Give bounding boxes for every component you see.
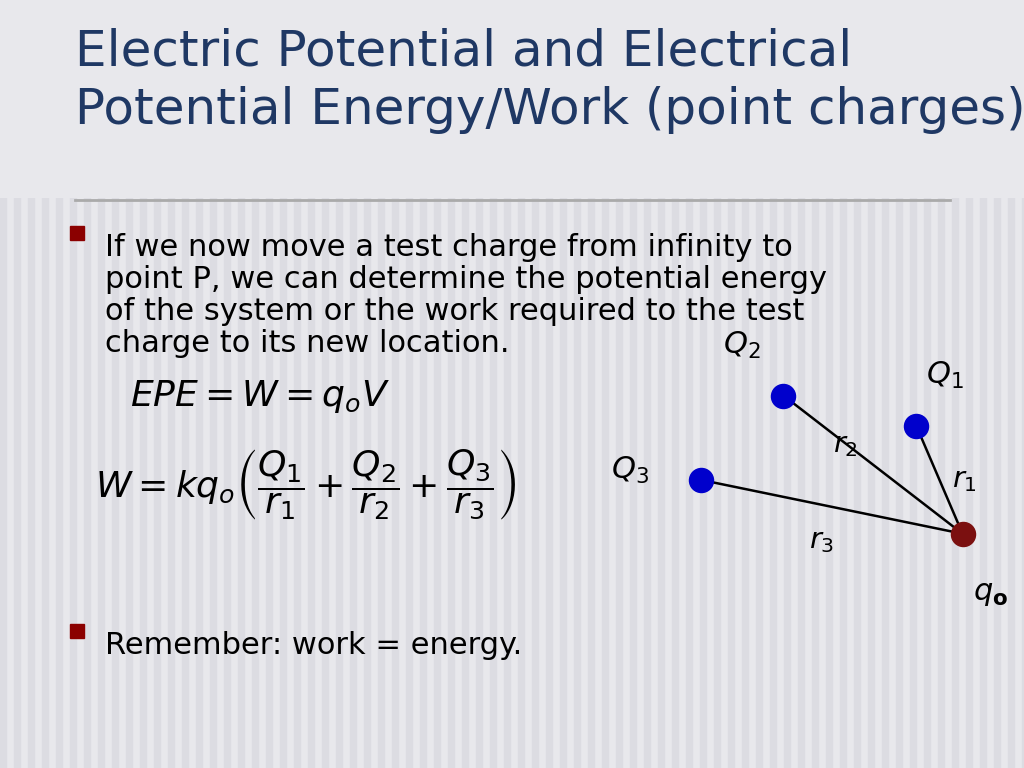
- Bar: [210, 0, 216, 768]
- Bar: [420, 0, 426, 768]
- Bar: [728, 0, 734, 768]
- Bar: [112, 0, 118, 768]
- Bar: [756, 0, 762, 768]
- Text: $r_3$: $r_3$: [809, 527, 835, 554]
- Bar: [434, 0, 440, 768]
- Bar: [196, 0, 202, 768]
- Bar: [812, 0, 818, 768]
- Point: [775, 389, 792, 402]
- Text: Electric Potential and Electrical
Potential Energy/Work (point charges): Electric Potential and Electrical Potent…: [75, 28, 1024, 134]
- Bar: [42, 0, 48, 768]
- Bar: [742, 0, 748, 768]
- Text: $r_1$: $r_1$: [951, 466, 977, 494]
- Bar: [476, 0, 482, 768]
- Bar: [168, 0, 174, 768]
- Bar: [616, 0, 622, 768]
- Bar: [449, 0, 454, 768]
- Text: of the system or the work required to the test: of the system or the work required to th…: [105, 297, 805, 326]
- Bar: [224, 0, 230, 768]
- Text: point P, we can determine the potential energy: point P, we can determine the potential …: [105, 265, 827, 294]
- Bar: [588, 0, 594, 768]
- Bar: [322, 0, 328, 768]
- Bar: [966, 0, 972, 768]
- Bar: [462, 0, 468, 768]
- Bar: [490, 0, 496, 768]
- Bar: [392, 0, 398, 768]
- Bar: [826, 0, 831, 768]
- Bar: [126, 0, 132, 768]
- Bar: [98, 0, 104, 768]
- Bar: [56, 0, 62, 768]
- Bar: [798, 0, 804, 768]
- Bar: [1022, 0, 1024, 768]
- Bar: [504, 0, 510, 768]
- Bar: [70, 0, 76, 768]
- Bar: [896, 0, 902, 768]
- Bar: [784, 0, 790, 768]
- Bar: [770, 0, 776, 768]
- Bar: [532, 0, 538, 768]
- Bar: [28, 0, 34, 768]
- Text: $q_\mathbf{o}$: $q_\mathbf{o}$: [973, 579, 1008, 607]
- Text: $Q_1$: $Q_1$: [927, 360, 965, 391]
- Point: [908, 420, 925, 432]
- Bar: [882, 0, 888, 768]
- Bar: [364, 0, 370, 768]
- Bar: [140, 0, 146, 768]
- Bar: [574, 0, 580, 768]
- Bar: [518, 0, 524, 768]
- Bar: [14, 0, 20, 768]
- Bar: [0, 0, 6, 768]
- Bar: [70, 624, 84, 638]
- Bar: [294, 0, 300, 768]
- Bar: [924, 0, 930, 768]
- Text: charge to its new location.: charge to its new location.: [105, 329, 510, 358]
- Bar: [980, 0, 986, 768]
- Text: $Q_3$: $Q_3$: [611, 455, 649, 485]
- Bar: [1008, 0, 1014, 768]
- Text: $\mathit{W} = kq_o\left(\dfrac{Q_1}{r_1} + \dfrac{Q_2}{r_2} + \dfrac{Q_3}{r_3}\r: $\mathit{W} = kq_o\left(\dfrac{Q_1}{r_1}…: [95, 448, 516, 522]
- Bar: [686, 0, 692, 768]
- Bar: [70, 226, 84, 240]
- FancyBboxPatch shape: [0, 0, 1024, 198]
- Bar: [854, 0, 860, 768]
- Bar: [910, 0, 916, 768]
- Bar: [182, 0, 188, 768]
- Bar: [840, 0, 846, 768]
- Bar: [350, 0, 356, 768]
- Bar: [868, 0, 874, 768]
- Bar: [560, 0, 566, 768]
- Bar: [714, 0, 720, 768]
- Bar: [308, 0, 314, 768]
- Bar: [154, 0, 160, 768]
- Point: [954, 528, 971, 540]
- Text: $\mathit{EPE} = \mathit{W} = q_o\mathit{V}$: $\mathit{EPE} = \mathit{W} = q_o\mathit{…: [130, 378, 390, 415]
- Bar: [336, 0, 342, 768]
- Bar: [280, 0, 286, 768]
- Bar: [994, 0, 1000, 768]
- Bar: [546, 0, 552, 768]
- Text: $r_2$: $r_2$: [834, 431, 858, 458]
- Bar: [700, 0, 706, 768]
- Bar: [238, 0, 244, 768]
- Bar: [938, 0, 944, 768]
- Bar: [630, 0, 636, 768]
- Bar: [952, 0, 958, 768]
- Bar: [602, 0, 608, 768]
- Point: [693, 474, 710, 486]
- Bar: [252, 0, 258, 768]
- Bar: [644, 0, 650, 768]
- Text: $Q_2$: $Q_2$: [723, 329, 761, 360]
- Bar: [378, 0, 384, 768]
- Bar: [406, 0, 412, 768]
- Bar: [266, 0, 272, 768]
- Bar: [84, 0, 90, 768]
- Text: If we now move a test charge from infinity to: If we now move a test charge from infini…: [105, 233, 793, 262]
- Text: Remember: work = energy.: Remember: work = energy.: [105, 631, 522, 660]
- Bar: [672, 0, 678, 768]
- Bar: [658, 0, 664, 768]
